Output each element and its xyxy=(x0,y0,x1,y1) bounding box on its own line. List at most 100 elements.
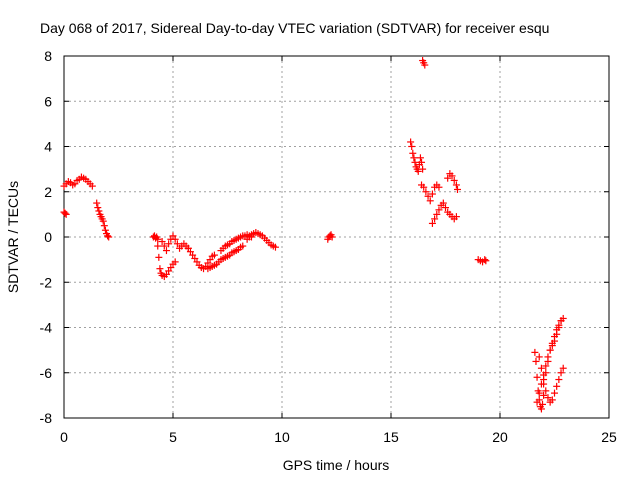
data-point xyxy=(407,138,415,146)
data-point xyxy=(154,242,162,250)
x-tick-label: 20 xyxy=(492,429,508,445)
data-point xyxy=(540,391,548,399)
data-point xyxy=(450,176,458,184)
data-point xyxy=(409,149,417,157)
data-point xyxy=(428,219,436,227)
data-point xyxy=(100,222,108,230)
y-tick-label: -6 xyxy=(40,365,53,381)
data-point xyxy=(158,238,166,246)
data-segment-late-b xyxy=(535,353,567,406)
data-point xyxy=(271,243,279,251)
data-segment-late-d xyxy=(533,317,565,406)
data-point xyxy=(93,199,101,207)
data-point xyxy=(88,182,96,190)
data-point xyxy=(160,242,168,250)
data-point xyxy=(442,204,449,212)
data-point xyxy=(426,197,434,205)
ticks: 0 5 10 15 20 25 -8 -6 -4 -2 0 2 4 6 8 xyxy=(40,48,617,445)
data-point xyxy=(548,396,556,404)
x-tick-label: 15 xyxy=(383,429,399,445)
data-point xyxy=(535,389,543,397)
y-tick-label: 6 xyxy=(44,93,52,109)
data-point xyxy=(104,232,112,240)
data-point xyxy=(328,233,336,241)
data-point xyxy=(542,362,550,370)
data-point xyxy=(171,258,179,266)
data-point xyxy=(162,247,170,255)
data-segment-early-a xyxy=(60,208,70,218)
data-point xyxy=(555,376,563,384)
data-segment-midday-low xyxy=(204,242,247,273)
data-point xyxy=(537,364,545,372)
data-point xyxy=(411,158,419,166)
grid xyxy=(64,56,609,418)
data-point xyxy=(156,265,164,273)
x-tick-label: 5 xyxy=(169,429,177,445)
data-point xyxy=(435,183,443,191)
chart-title: Day 068 of 2017, Sidereal Day-to-day VTE… xyxy=(40,20,549,36)
data-point xyxy=(61,209,69,217)
data-segment-late-a xyxy=(531,348,548,413)
data-point xyxy=(559,364,567,372)
data-point xyxy=(444,174,452,182)
data-point xyxy=(537,405,545,413)
data-point xyxy=(410,154,418,162)
data-point xyxy=(439,199,447,207)
data-point xyxy=(95,207,103,215)
data-point xyxy=(531,348,539,356)
y-tick-label: 8 xyxy=(44,48,52,64)
data-point xyxy=(452,181,460,189)
data-point xyxy=(418,158,426,166)
data-segment-midday-dip xyxy=(184,244,218,273)
data-point xyxy=(421,61,429,69)
data-point xyxy=(555,321,563,329)
data-segment-evening-peak xyxy=(407,138,427,175)
data-point xyxy=(557,369,565,377)
data-point xyxy=(533,373,541,381)
data-point xyxy=(539,400,547,408)
y-tick-label: 0 xyxy=(44,229,52,245)
data-point xyxy=(544,394,552,402)
data-point xyxy=(62,210,70,218)
data-point xyxy=(422,188,430,196)
data-point xyxy=(171,235,179,243)
data-point xyxy=(448,172,456,180)
data-point xyxy=(173,240,181,248)
data-point xyxy=(428,190,436,198)
data-point xyxy=(537,380,545,388)
y-tick-label: -2 xyxy=(40,274,53,290)
data-point xyxy=(557,317,565,325)
data-point xyxy=(532,357,540,365)
data-point xyxy=(416,154,424,162)
y-tick-label: -8 xyxy=(40,410,53,426)
data-point xyxy=(544,353,552,361)
data-point xyxy=(435,206,443,214)
data-point xyxy=(419,165,427,173)
data-segment-isolated-19 xyxy=(474,256,490,266)
data-point xyxy=(482,257,490,265)
x-tick-label: 0 xyxy=(60,429,68,445)
data-point xyxy=(553,382,561,390)
data-point xyxy=(540,371,548,379)
data-segment-early-b xyxy=(60,173,96,190)
data-segment-morning-b xyxy=(154,242,179,281)
data-point xyxy=(452,213,460,221)
data-point xyxy=(408,143,416,150)
y-tick-label: 2 xyxy=(44,184,52,200)
data-segment-evening-right xyxy=(444,170,461,193)
data-point xyxy=(154,235,162,243)
data-segment-early-c xyxy=(93,199,113,241)
x-tick-label: 10 xyxy=(274,429,290,445)
data-segment-evening-low xyxy=(428,199,460,227)
data-point xyxy=(481,256,489,264)
x-axis-label: GPS time / hours xyxy=(283,457,390,473)
data-point xyxy=(542,387,550,395)
y-tick-label: 4 xyxy=(44,139,52,155)
x-tick-label: 25 xyxy=(601,429,617,445)
data-point xyxy=(551,389,558,397)
data-point xyxy=(165,240,173,248)
data-point xyxy=(105,233,113,241)
data-segment-morning-a xyxy=(149,232,162,243)
data-point xyxy=(155,253,163,261)
